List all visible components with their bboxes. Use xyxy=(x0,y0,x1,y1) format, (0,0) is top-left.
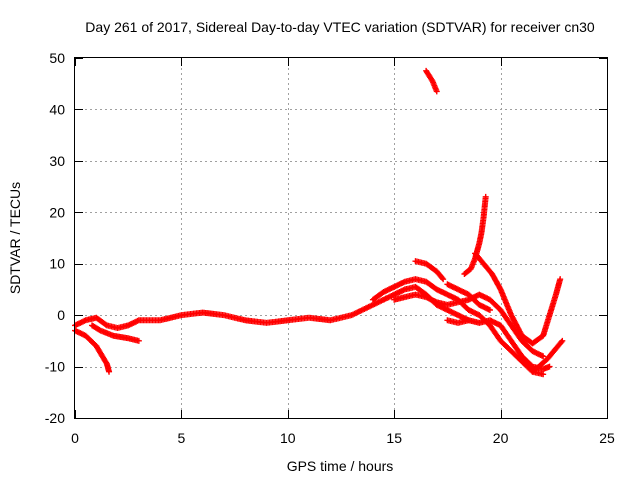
data-point xyxy=(433,88,440,95)
data-point xyxy=(557,276,564,283)
axis-ticks: 0 5 10 15 20 25 -20 -10 0 10 20 30 40 50 xyxy=(45,50,615,446)
data-point xyxy=(540,371,547,378)
data-point xyxy=(135,337,142,344)
chart-title: Day 261 of 2017, Sidereal Day-to-day VTE… xyxy=(85,19,595,35)
x-tick-label: 0 xyxy=(71,430,79,446)
series-track-11 xyxy=(529,337,566,375)
data-point xyxy=(106,368,113,375)
y-axis-label: SDTVAR / TECUs xyxy=(7,182,23,294)
data-point xyxy=(486,307,493,313)
x-tick-label: 20 xyxy=(493,430,509,446)
y-tick-label: -20 xyxy=(45,410,65,426)
series-track-10 xyxy=(89,322,142,344)
data-point xyxy=(465,317,472,324)
x-axis-label: GPS time / hours xyxy=(287,458,394,474)
series-track-4 xyxy=(412,258,447,283)
series-track-5 xyxy=(423,67,440,95)
data-point xyxy=(439,275,446,282)
data-points xyxy=(72,67,566,378)
y-tick-label: 0 xyxy=(57,307,65,323)
data-point xyxy=(546,363,553,370)
x-tick-label: 15 xyxy=(386,430,402,446)
series-track-12 xyxy=(444,317,472,326)
series-track-9 xyxy=(72,327,113,375)
series-track-7 xyxy=(472,250,564,347)
series-track-3 xyxy=(391,291,547,360)
y-tick-label: 40 xyxy=(49,101,65,117)
series-track-2 xyxy=(369,276,547,378)
data-point xyxy=(558,339,565,345)
y-tick-label: 10 xyxy=(49,256,65,272)
data-point xyxy=(102,321,109,328)
y-tick-label: -10 xyxy=(45,359,65,375)
x-tick-label: 25 xyxy=(599,430,615,446)
data-point xyxy=(559,337,566,344)
plot-frame xyxy=(74,57,608,419)
data-point xyxy=(482,193,489,200)
series-track-6 xyxy=(461,193,489,277)
x-tick-label: 10 xyxy=(280,430,296,446)
data-point xyxy=(440,276,447,283)
series-track-1 xyxy=(72,283,553,373)
x-tick-label: 5 xyxy=(178,430,186,446)
series-track-8 xyxy=(444,281,493,313)
y-tick-label: 20 xyxy=(49,204,65,220)
y-tick-label: 30 xyxy=(49,153,65,169)
data-point xyxy=(540,353,547,360)
y-tick-label: 50 xyxy=(49,50,65,66)
